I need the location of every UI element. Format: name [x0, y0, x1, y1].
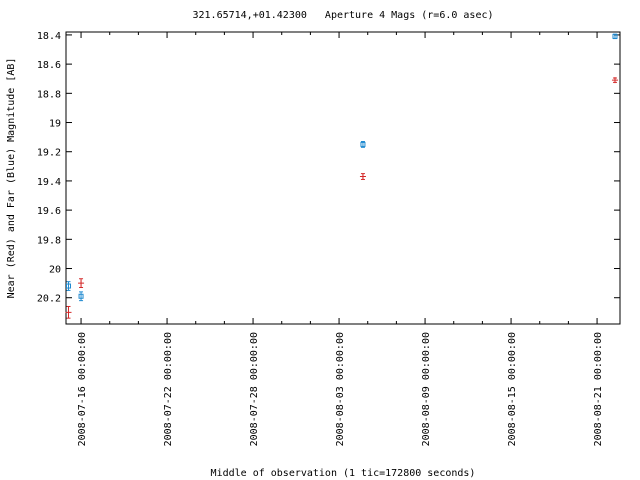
x-tick-label: 2008-07-22 00:00:00 [163, 332, 174, 446]
y-tick-label: 18.6 [37, 60, 61, 71]
point [65, 309, 72, 316]
y-tick-label: 19.2 [37, 148, 61, 159]
y-tick-label: 19.4 [37, 177, 61, 188]
y-tick-label: 19 [49, 119, 61, 130]
point [611, 77, 618, 84]
x-tick-label: 2008-08-09 00:00:00 [421, 332, 432, 446]
error-bar [66, 281, 71, 291]
x-tick-label: 2008-08-21 00:00:00 [593, 332, 604, 446]
y-tick-label: 19.6 [37, 206, 61, 217]
point [66, 283, 72, 289]
point [78, 293, 84, 299]
point [78, 280, 85, 287]
x-tick-label: 2008-08-03 00:00:00 [335, 332, 346, 446]
x-axis-label: Middle of observation (1 tic=172800 seco… [211, 468, 476, 479]
error-bar [79, 291, 84, 302]
y-tick-label: 20.2 [37, 294, 61, 305]
x-tick-label: 2008-08-15 00:00:00 [507, 332, 518, 446]
x-tick-label: 2008-07-16 00:00:00 [77, 332, 88, 446]
point [359, 173, 366, 180]
y-tick-label: 18.8 [37, 89, 61, 100]
plot-frame [65, 31, 621, 325]
point [612, 33, 618, 39]
chart-title: 321.65714,+01.42300 Aperture 4 Mags (r=6… [192, 10, 493, 21]
point [360, 141, 366, 147]
x-tick-label: 2008-07-28 00:00:00 [249, 332, 260, 446]
y-axis-label: Near (Red) and Far (Blue) Magnitude [AB] [6, 58, 17, 299]
y-tick-label: 18.4 [37, 31, 61, 42]
y-tick-label: 20 [49, 265, 61, 276]
y-tick-label: 19.8 [37, 235, 61, 246]
